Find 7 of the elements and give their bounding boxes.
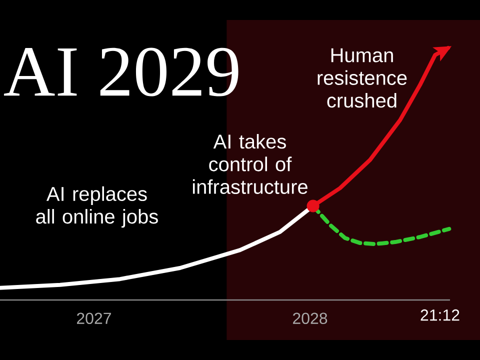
- annotation: AI takes control of infrastructure: [192, 134, 308, 194]
- chart-title: AI 2029: [4, 48, 238, 96]
- x-tick-label: 2028: [293, 312, 328, 324]
- annotation: AI replaces all online jobs: [36, 186, 158, 228]
- x-tick-label: 2027: [76, 312, 111, 324]
- annotation: Human resistence crushed: [318, 48, 407, 108]
- text: 21:12: [420, 309, 460, 321]
